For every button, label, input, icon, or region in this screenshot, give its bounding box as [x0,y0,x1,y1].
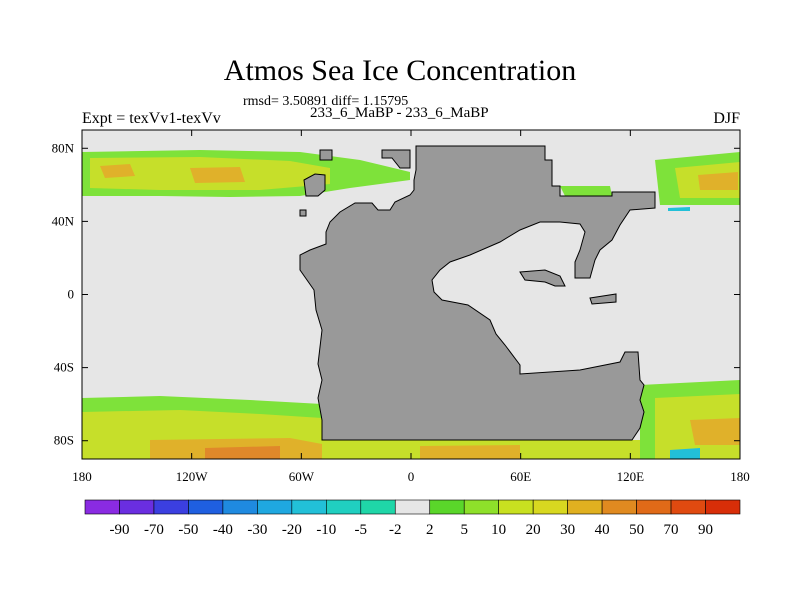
lat-tick-label: 0 [68,287,75,302]
colorbar-label: 30 [560,522,575,538]
axis-ticks [81,130,741,459]
colorbar-swatch [532,499,568,515]
colorbar-label: -90 [109,522,129,538]
experiment-label: Expt = texVv1-texVv [82,110,221,127]
colorbar-label: -40 [213,522,233,538]
lon-tick-label: 120W [176,469,209,484]
colorbar-label: 5 [460,522,468,538]
colorbar-label: 20 [526,522,541,538]
season-label: DJF [713,110,740,127]
north-ice-band [82,150,740,211]
colorbar-swatch [360,499,396,515]
colorbar-swatch [705,499,741,515]
colorbar-label: -2 [389,522,402,538]
colorbar-swatch [463,499,499,515]
colorbar-swatch [567,499,603,515]
colorbar-label: 40 [595,522,610,538]
colorbar-swatch [670,499,706,515]
lon-tick-label: 120E [617,469,645,484]
colorbar-label: 90 [698,522,713,538]
lon-tick-label: 180 [730,469,750,484]
colorbar-label: -5 [355,522,368,538]
map-panel [81,129,741,460]
case-label: 233_6_MaBP - 233_6_MaBP [310,105,489,121]
axis-tick-labels: 80N 40N 0 40S 80S 180 120W 60W 0 60E 120E 180 [52,140,750,484]
colorbar-label: 70 [664,522,679,538]
colorbar-swatch [601,499,637,515]
colorbar-labels: -90 -70 -50 -40 -30 -20 -10 -5 -2 2 5 10 20 30 40 50 70 9… [109,522,713,538]
colorbar-label: 10 [491,522,506,538]
colorbar-label: 50 [629,522,644,538]
colorbar-swatch [394,499,431,515]
lat-tick-label: 40S [54,360,74,375]
colorbar-label: 2 [426,522,434,538]
colorbar-swatch [498,499,534,515]
lat-tick-label: 80N [52,140,75,155]
colorbar-label: -20 [282,522,302,538]
colorbar-label: -10 [316,522,336,538]
colorbar-swatch [188,499,224,515]
colorbar-label: -70 [144,522,164,538]
colorbar-swatch [257,499,293,515]
colorbar-swatch [84,499,120,515]
colorbar-swatch [326,499,362,515]
colorbar-swatch [119,499,155,515]
map-title: Atmos Sea Ice Concentration [223,54,577,87]
colorbar-swatch [153,499,189,515]
colorbar-label: -30 [247,522,267,538]
colorbar-swatch [222,499,258,515]
lon-tick-label: 60E [510,469,531,484]
lon-tick-label: 0 [408,469,415,484]
stats-label: rmsd= 3.50891 diff= 1.15795 [243,94,409,109]
colorbar-swatch [291,499,327,515]
colorbar-label: -50 [178,522,198,538]
colorbar-swatch [429,499,465,515]
south-ice-band [82,380,740,459]
colorbar [84,499,741,515]
lat-tick-label: 80S [54,433,74,448]
lat-tick-label: 40N [52,213,75,228]
colorbar-swatch [636,499,672,515]
lon-tick-label: 180 [72,469,92,484]
land-mass [299,145,656,441]
lon-tick-label: 60W [289,469,315,484]
